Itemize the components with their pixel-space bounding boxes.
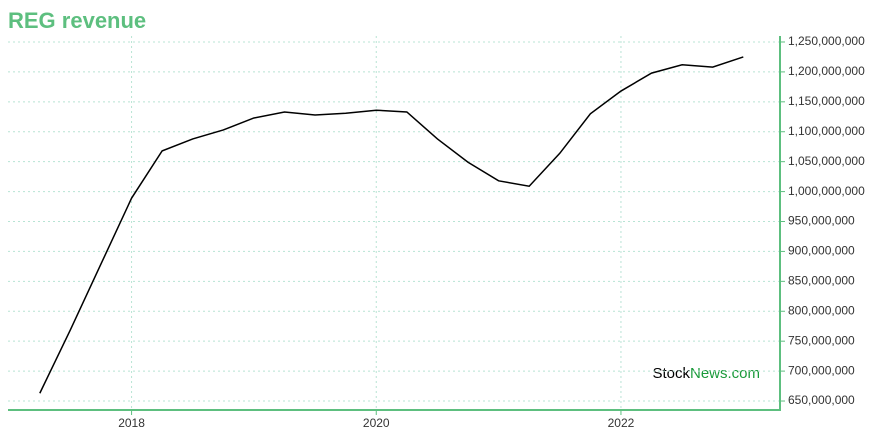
line-series — [39, 56, 744, 394]
watermark-part: News.com — [690, 365, 760, 382]
x-tick-label: 2018 — [118, 416, 145, 430]
y-tick-label: 1,050,000,000 — [788, 154, 865, 168]
y-tick-label: 800,000,000 — [788, 303, 855, 317]
y-tick-label: 1,150,000,000 — [788, 94, 865, 108]
y-tick-label: 700,000,000 — [788, 363, 855, 377]
y-tick-label: 1,100,000,000 — [788, 124, 865, 138]
y-tick-label: 1,200,000,000 — [788, 64, 865, 78]
y-tick-label: 900,000,000 — [788, 244, 855, 258]
y-tick-label: 950,000,000 — [788, 214, 855, 228]
y-tick-label: 850,000,000 — [788, 274, 855, 288]
watermark-part: Stock — [652, 365, 690, 382]
x-tick-label: 2020 — [363, 416, 390, 430]
y-tick-label: 650,000,000 — [788, 393, 855, 407]
watermark: StockNews.com — [652, 365, 760, 382]
y-tick-label: 1,250,000,000 — [788, 34, 865, 48]
y-tick-label: 750,000,000 — [788, 333, 855, 347]
y-tick-label: 1,000,000,000 — [788, 184, 865, 198]
x-tick-label: 2022 — [608, 416, 635, 430]
chart-title: REG revenue — [8, 8, 146, 33]
